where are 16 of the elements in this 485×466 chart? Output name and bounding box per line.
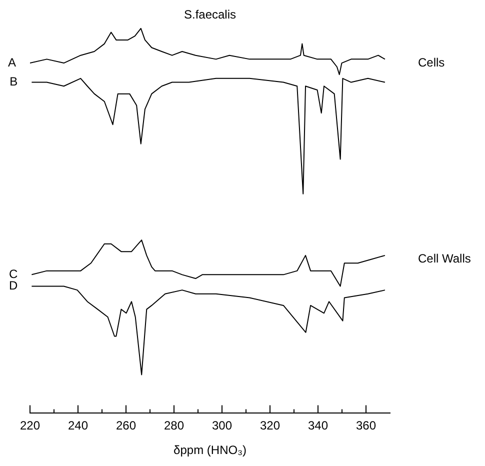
x-tick-label: 320 [260,418,280,433]
text: Cells [418,55,445,70]
series-label: D [9,278,18,293]
x-tick-label: 260 [116,418,136,433]
x-tick-label: 340 [308,418,328,433]
series-label: C [9,266,18,281]
x-tick-label: 300 [212,418,232,433]
series-label: A [8,55,16,70]
x-tick-label: 220 [20,418,40,433]
text: Cell Walls [418,252,471,266]
x-tick-label: 360 [356,418,376,433]
x-tick-label: 280 [164,418,184,433]
chart-title: S.faecalis [184,8,236,22]
x-tick-label: 240 [68,418,88,433]
series-label: B [10,74,18,89]
x-axis-title: δppm (HNO₃) [174,443,246,458]
